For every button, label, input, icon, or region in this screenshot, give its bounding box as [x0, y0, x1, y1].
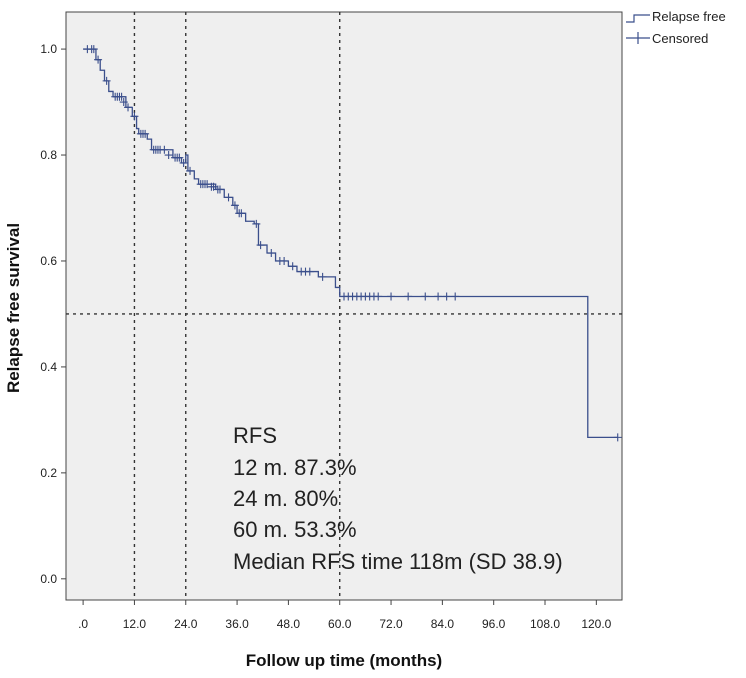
y-tick-label: 0.4	[40, 360, 57, 374]
legend-label-censored: Censored	[652, 31, 708, 46]
y-axis: 0.0 0.2 0.4 0.6 0.8 1.0	[40, 42, 66, 586]
reference-lines	[66, 12, 622, 600]
censor-mark	[94, 55, 103, 64]
censor-mark	[203, 180, 212, 189]
censor-mark	[215, 185, 224, 194]
censor-mark	[267, 249, 276, 258]
censor-mark	[186, 166, 195, 175]
censor-mark	[179, 158, 188, 167]
censor-mark	[141, 129, 150, 138]
annotation-24m: 24 m. 80%	[233, 486, 338, 511]
x-tick-label: 120.0	[581, 617, 611, 631]
y-tick-label: 1.0	[40, 42, 57, 56]
y-tick-label: 0.2	[40, 466, 57, 480]
censor-mark	[256, 241, 265, 250]
censor-mark	[89, 45, 98, 54]
x-tick-label: 24.0	[174, 617, 198, 631]
censor-mark	[318, 272, 327, 281]
x-tick-label: 60.0	[328, 617, 352, 631]
legend: Relapse free Censored	[626, 9, 726, 46]
plot-area	[65, 11, 623, 601]
x-tick-label: 36.0	[225, 617, 249, 631]
annotation-block: RFS 12 m. 87.3% 24 m. 80% 60 m. 53.3% Me…	[233, 423, 563, 574]
censor-mark	[434, 292, 443, 301]
x-tick-label: 12.0	[123, 617, 147, 631]
censor-marks	[83, 45, 622, 442]
censor-mark	[119, 98, 128, 107]
annotation-12m: 12 m. 87.3%	[233, 455, 357, 480]
censor-mark	[102, 76, 111, 85]
x-axis: .0 12.0 24.0 36.0 48.0 60.0 72.0 84.0 96.0 108.0 1…	[78, 600, 612, 631]
censor-mark	[124, 103, 133, 112]
censor-mark	[288, 262, 297, 271]
x-tick-label: .0	[78, 617, 88, 631]
censor-mark	[164, 151, 173, 160]
censor-mark	[280, 256, 289, 265]
y-tick-label: 0.6	[40, 254, 57, 268]
legend-plus-icon	[626, 32, 650, 44]
x-tick-label: 48.0	[277, 617, 301, 631]
censor-mark	[387, 292, 396, 301]
annotation-median: Median RFS time 118m (SD 38.9)	[233, 549, 563, 574]
censor-mark	[160, 145, 169, 154]
x-tick-label: 84.0	[431, 617, 455, 631]
censor-mark	[421, 292, 430, 301]
y-tick-label: 0.0	[40, 572, 57, 586]
censor-mark	[305, 267, 314, 276]
censor-mark	[175, 153, 184, 162]
censor-mark	[442, 292, 451, 301]
censor-mark	[237, 209, 246, 218]
annotation-rfs: RFS	[233, 423, 277, 448]
censor-mark	[252, 219, 261, 228]
x-axis-title: Follow up time (months)	[246, 651, 442, 670]
censor-mark	[404, 292, 413, 301]
censor-mark	[374, 292, 383, 301]
censor-mark	[130, 112, 139, 121]
censor-mark	[209, 182, 218, 191]
censor-mark	[224, 193, 233, 202]
legend-step-icon	[626, 14, 650, 23]
x-tick-label: 108.0	[530, 617, 560, 631]
censor-mark	[451, 292, 460, 301]
censor-mark	[613, 433, 622, 442]
annotation-60m: 60 m. 53.3%	[233, 517, 357, 542]
y-tick-label: 0.8	[40, 148, 57, 162]
censor-mark	[230, 201, 239, 210]
censor-mark	[117, 92, 126, 101]
legend-label-relapse-free: Relapse free	[652, 9, 726, 24]
x-tick-label: 96.0	[482, 617, 506, 631]
y-axis-title: Relapse free survival	[4, 223, 23, 393]
x-tick-label: 72.0	[379, 617, 403, 631]
